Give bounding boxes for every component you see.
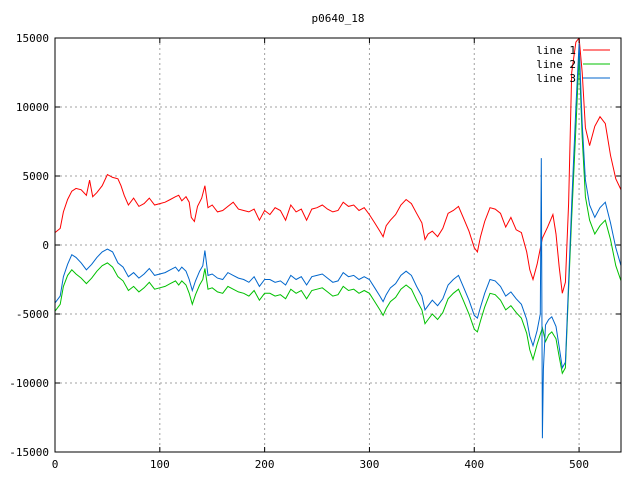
y-tick-label: -10000: [9, 377, 49, 390]
legend-label-3: line 3: [536, 72, 576, 85]
series-line-2: [55, 55, 621, 375]
legend-label-2: line 2: [536, 58, 576, 71]
x-tick-label: 400: [464, 458, 484, 471]
legend-label-1: line 1: [536, 44, 576, 57]
chart-title: p0640_18: [312, 12, 365, 25]
series-line-3: [55, 43, 621, 439]
series-lines: [55, 38, 621, 439]
y-tick-label: -15000: [9, 446, 49, 459]
x-tick-label: 200: [255, 458, 275, 471]
x-tick-label: 0: [52, 458, 59, 471]
y-tick-label: 0: [42, 239, 49, 252]
series-line-1: [55, 38, 621, 294]
x-tick-label: 300: [360, 458, 380, 471]
x-tick-label: 500: [569, 458, 589, 471]
x-tick-label: 100: [150, 458, 170, 471]
y-tick-label: 5000: [23, 170, 50, 183]
grid-lines: [55, 38, 621, 452]
y-tick-label: -5000: [16, 308, 49, 321]
y-tick-label: 10000: [16, 101, 49, 114]
y-tick-label: 15000: [16, 32, 49, 45]
axis-ticks: 0 100 200 300 400 500 -15000 -10000 -5000 0 5000 10…: [9, 32, 621, 471]
